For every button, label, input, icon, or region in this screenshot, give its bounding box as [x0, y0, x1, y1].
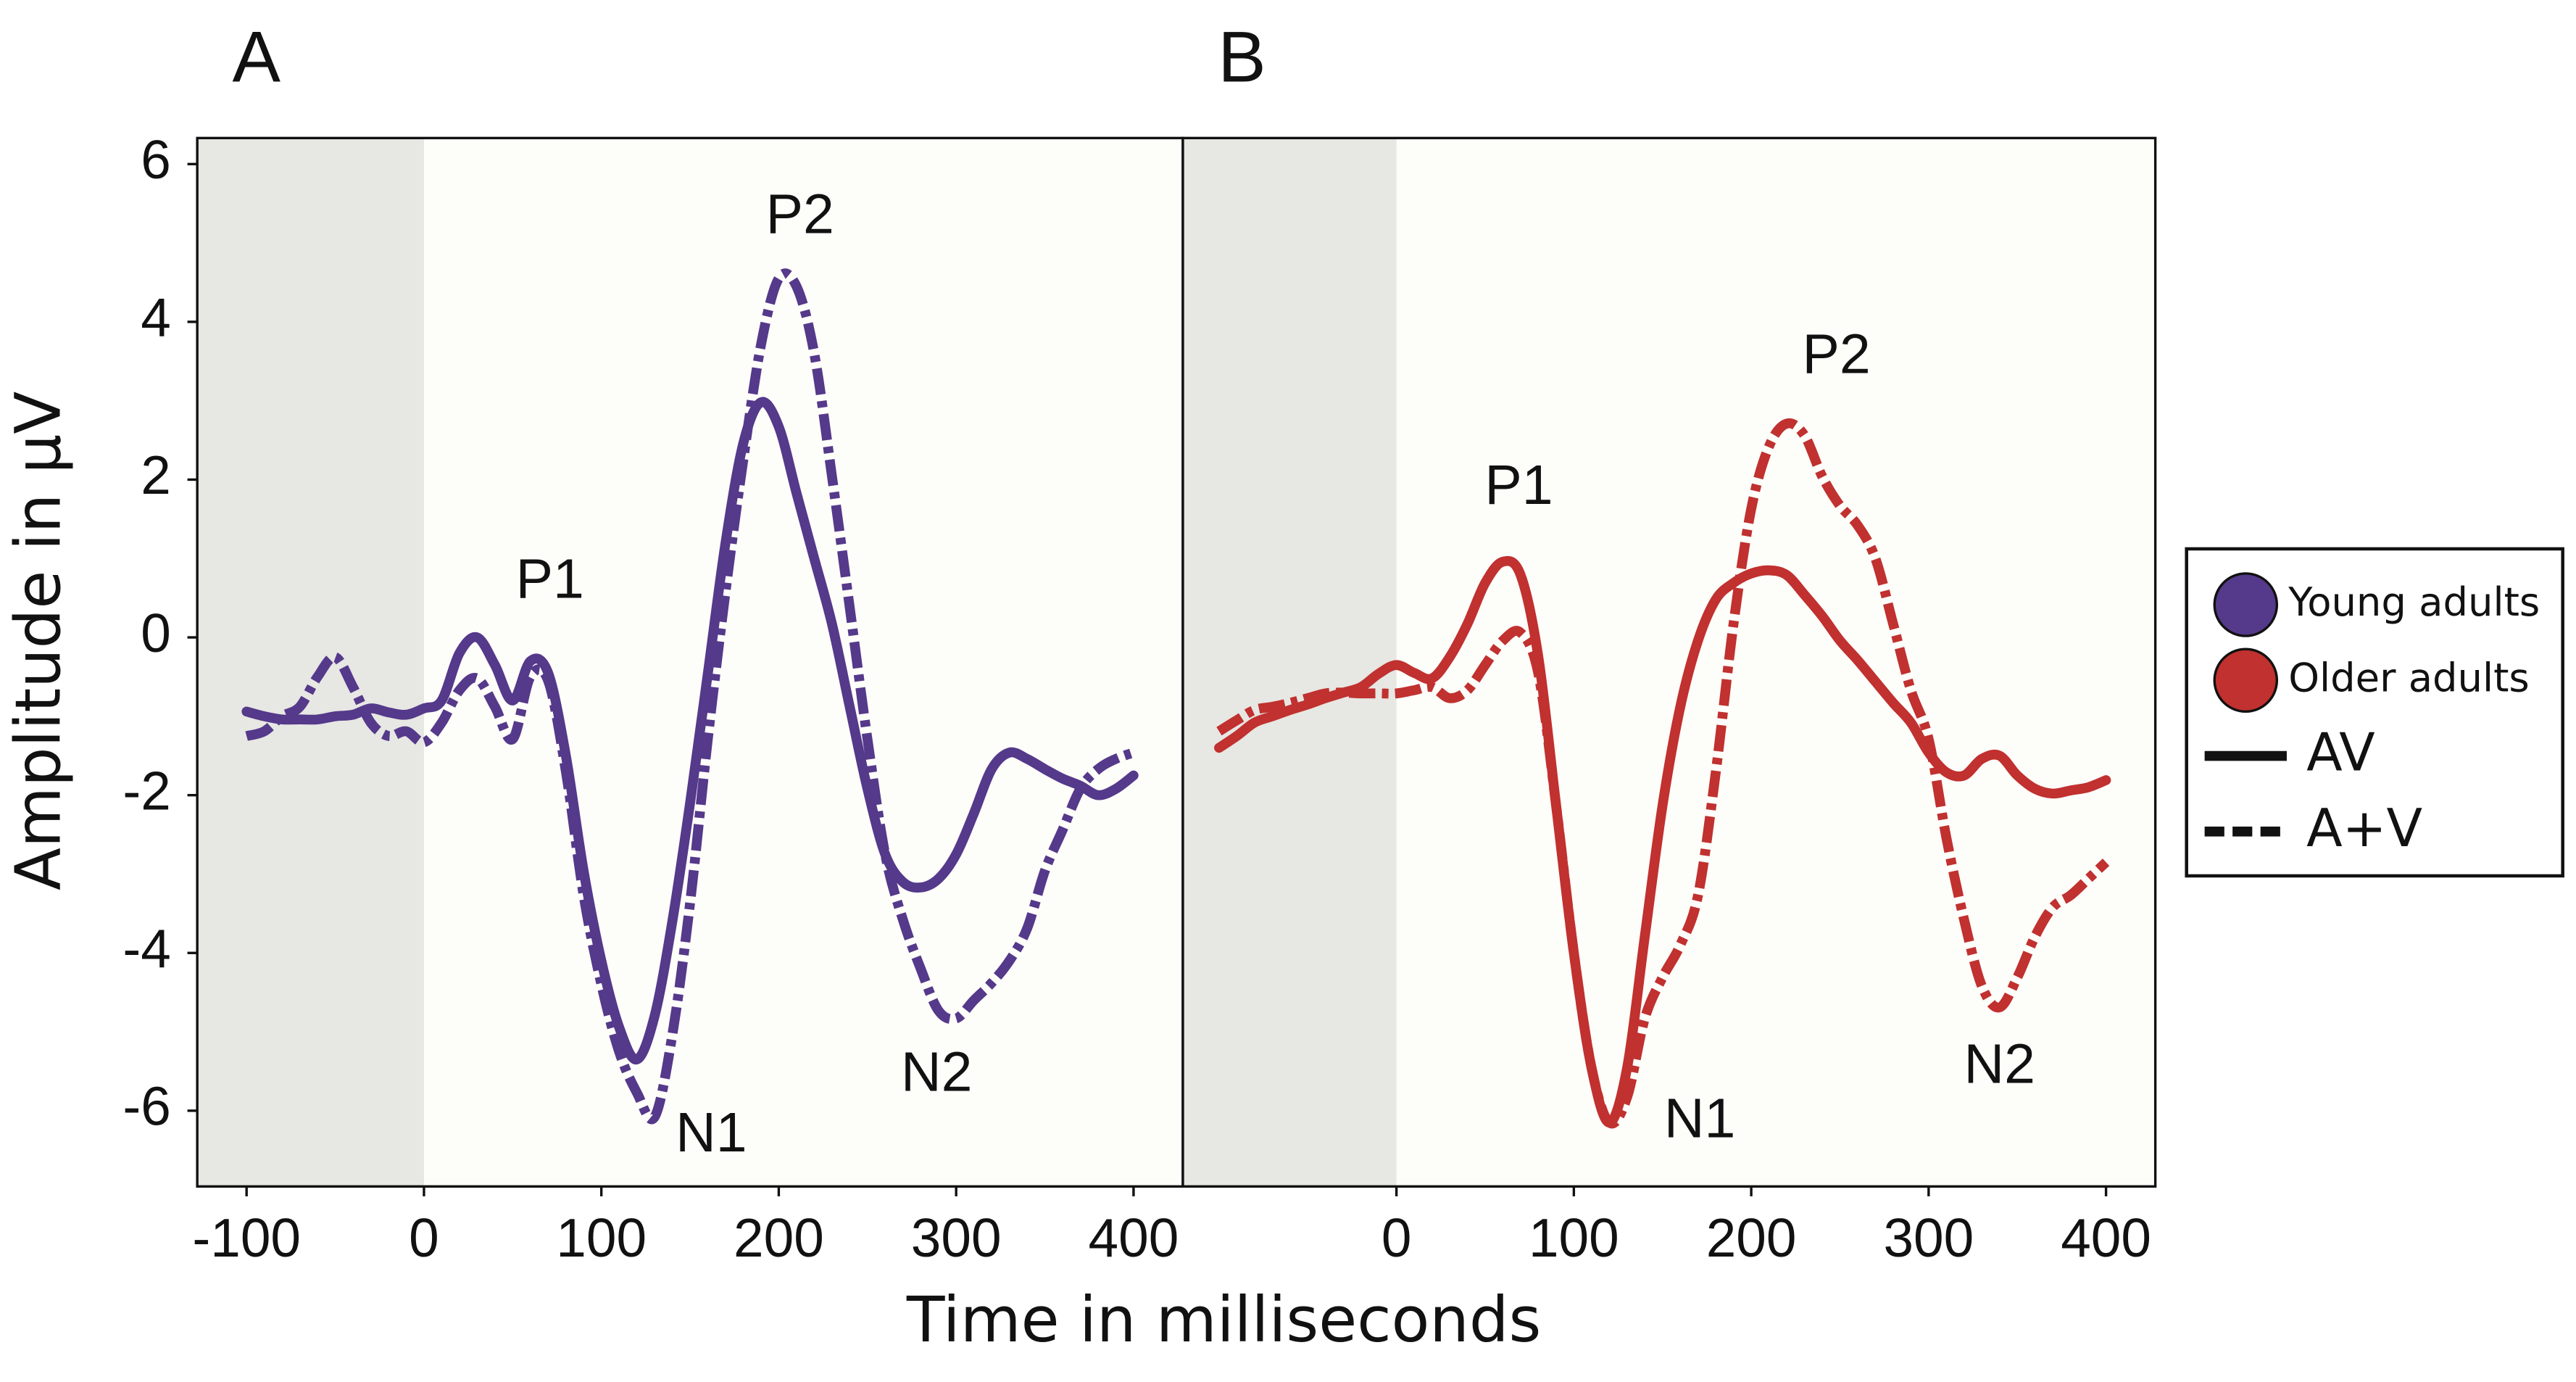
x-tick-label: 400 [1089, 1207, 1179, 1268]
y-tick-label: 4 [141, 287, 171, 348]
x-tick-label: 200 [1706, 1207, 1797, 1268]
plot-frame [1181, 136, 2157, 1188]
x-tick-label: 300 [911, 1207, 1002, 1268]
baseline-shade [1182, 138, 1397, 1187]
y-tick-label: 6 [141, 129, 171, 190]
annotation: N2 [1964, 1033, 2035, 1095]
y-tick-label: -2 [122, 760, 170, 821]
y-axis-label: Amplitude in µV [3, 392, 75, 890]
y-tick-label: 2 [141, 444, 171, 505]
x-tick-label: 100 [1529, 1207, 1619, 1268]
x-tick-label: -100 [192, 1207, 301, 1268]
annotation: N1 [1664, 1088, 1736, 1150]
series-line [241, 397, 1139, 1064]
x-tick-label: 400 [2061, 1207, 2151, 1268]
y-tick-label: -6 [122, 1076, 170, 1137]
x-tick-label: 0 [1382, 1207, 1412, 1268]
y-tick-label: -4 [122, 918, 170, 979]
annotation: P1 [1484, 454, 1553, 516]
series-line [1216, 418, 2110, 1129]
annotation: N1 [676, 1101, 747, 1164]
x-tick-label: 300 [1883, 1207, 1974, 1268]
legend-marker [2213, 572, 2279, 637]
legend-label: A+V [2306, 798, 2422, 859]
x-tick-label: 200 [734, 1207, 824, 1268]
legend-label: AV [2306, 723, 2375, 784]
annotation: P1 [516, 547, 584, 610]
legend-label: Older adults [2288, 655, 2530, 700]
legend-marker [2213, 647, 2279, 713]
series-line [1214, 555, 2111, 1127]
baseline-shade [197, 138, 424, 1187]
annotation: N2 [901, 1040, 973, 1103]
annotation: P2 [766, 183, 834, 246]
panel-label: B [1218, 17, 1266, 97]
legend-label: Young adults [2288, 579, 2540, 625]
annotation: P2 [1802, 323, 1870, 385]
x-tick-label: 0 [409, 1207, 439, 1268]
y-tick-label: 0 [141, 603, 171, 663]
panel-label: A [232, 17, 281, 97]
x-tick-label: 100 [556, 1207, 647, 1268]
x-axis-label: Time in milliseconds [906, 1284, 1542, 1357]
